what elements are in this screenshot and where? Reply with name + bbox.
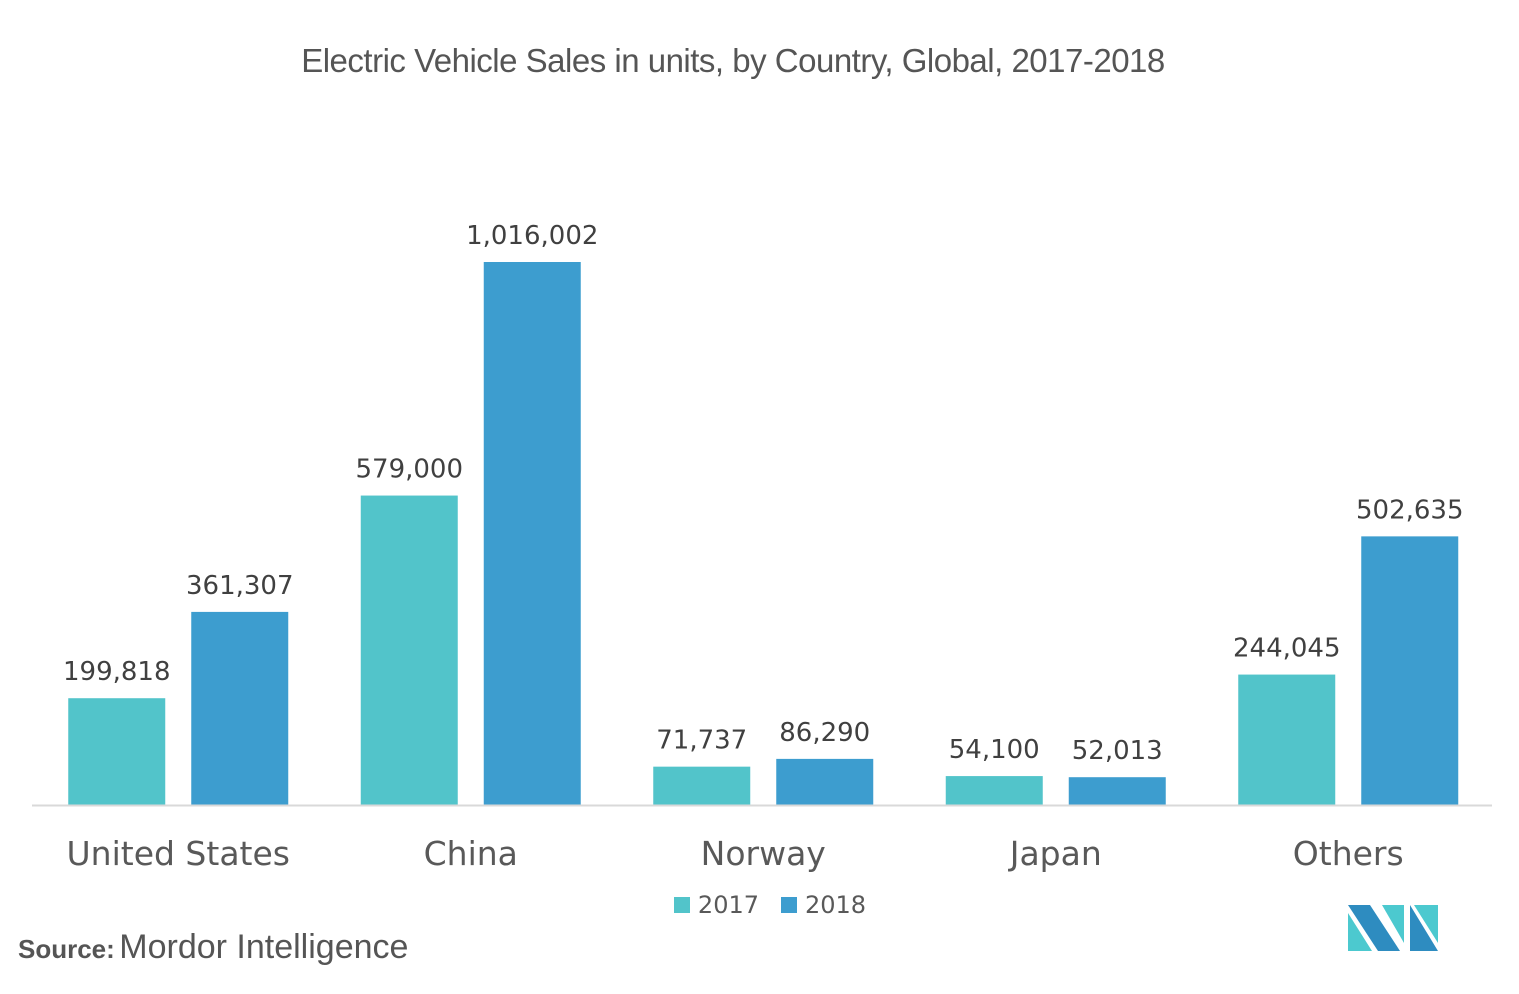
mordor-intelligence-logo-icon (1348, 905, 1438, 951)
legend-swatch-2017 (673, 897, 690, 913)
bar-japan-2017 (945, 776, 1043, 805)
legend: 2017 2018 (0, 891, 1519, 919)
legend-item-2017: 2017 (673, 891, 759, 919)
bar-others-2018 (1361, 536, 1459, 805)
data-label-united-states-2018: 361,307 (186, 571, 294, 601)
category-label-norway: Norway (701, 834, 826, 873)
data-label-others-2018: 502,635 (1356, 495, 1464, 525)
category-label-china: China (424, 834, 518, 873)
bar-china-2017 (360, 495, 458, 805)
data-label-china-2018: 1,016,002 (466, 221, 598, 251)
legend-swatch-2018 (781, 897, 797, 913)
bar-united-states-2017 (68, 698, 166, 805)
data-label-others-2017: 244,045 (1233, 634, 1341, 664)
bar-others-2017 (1238, 674, 1336, 805)
legend-item-2018: 2018 (781, 891, 866, 919)
bar-chart: 199,818 361,307 579,000 1,016,002 71,737 86,2… (32, 221, 1492, 873)
source-note: Source: Mordor Intelligence (18, 928, 408, 967)
source-value: Mordor Intelligence (119, 928, 409, 966)
data-label-japan-2017: 54,100 (949, 735, 1040, 765)
legend-label-2018: 2018 (805, 891, 867, 919)
chart-title: Electric Vehicle Sales in units, by Coun… (301, 42, 1165, 79)
category-label-others: Others (1293, 834, 1404, 873)
category-labels: United States China Norway Japan Others (67, 834, 1404, 873)
legend-label-2017: 2017 (697, 891, 759, 919)
bars-group: 199,818 361,307 579,000 1,016,002 71,737 86,2… (63, 221, 1464, 805)
data-label-united-states-2017: 199,818 (63, 657, 171, 687)
bar-japan-2018 (1068, 777, 1166, 805)
category-label-japan: Japan (1008, 834, 1102, 873)
bar-united-states-2018 (191, 611, 289, 805)
data-label-norway-2017: 71,737 (656, 726, 747, 756)
source-label: Source: (18, 934, 115, 964)
data-label-japan-2018: 52,013 (1072, 736, 1163, 766)
data-label-china-2017: 579,000 (355, 455, 463, 485)
bar-norway-2017 (653, 766, 751, 805)
category-label-united-states: United States (67, 834, 290, 873)
bar-china-2018 (483, 262, 581, 805)
data-label-norway-2018: 86,290 (779, 718, 870, 748)
bar-norway-2018 (776, 758, 874, 805)
